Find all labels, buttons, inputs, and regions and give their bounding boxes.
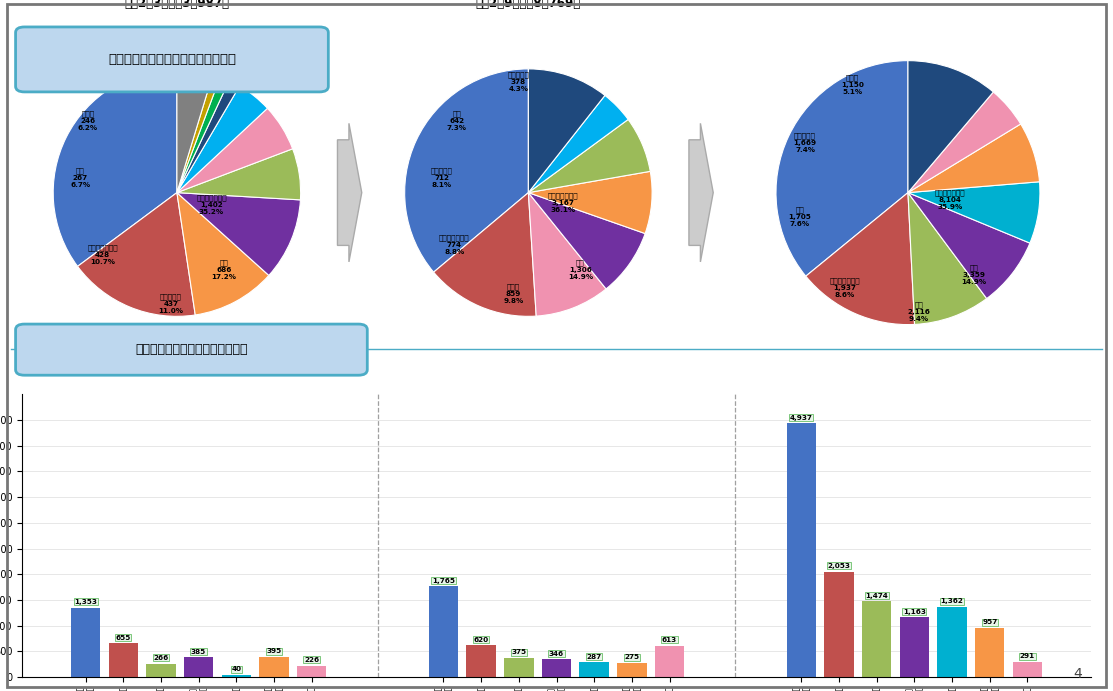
Wedge shape bbox=[177, 86, 267, 193]
Wedge shape bbox=[806, 193, 915, 325]
Wedge shape bbox=[908, 182, 1040, 243]
Bar bbox=[429, 587, 459, 677]
Wedge shape bbox=[405, 69, 529, 272]
Text: 電気・電子
378
4.3%: 電気・電子 378 4.3% bbox=[508, 71, 530, 92]
Text: 287: 287 bbox=[587, 654, 602, 660]
Text: 分野別特定技能在留外国人数の推移: 分野別特定技能在留外国人数の推移 bbox=[108, 53, 237, 66]
Wedge shape bbox=[529, 193, 607, 316]
Text: 分野別特定技能在留外国人増加数: 分野別特定技能在留外国人増加数 bbox=[135, 343, 248, 356]
Wedge shape bbox=[177, 74, 220, 193]
Text: 40: 40 bbox=[232, 666, 242, 672]
Bar bbox=[787, 424, 816, 677]
Title: 令和2年9月末：8，769人: 令和2年9月末：8，769人 bbox=[475, 0, 581, 10]
Wedge shape bbox=[776, 61, 908, 276]
Text: 農業
1,306
14.9%: 農業 1,306 14.9% bbox=[568, 259, 593, 280]
Bar bbox=[184, 657, 214, 677]
Text: 655: 655 bbox=[116, 635, 131, 641]
Text: 建設
267
6.7%: 建設 267 6.7% bbox=[70, 167, 90, 188]
Text: 産業機械製造業
1,937
8.6%: 産業機械製造業 1,937 8.6% bbox=[829, 277, 860, 298]
Bar bbox=[654, 645, 684, 677]
Text: 素形材産業
1,669
7.4%: 素形材産業 1,669 7.4% bbox=[794, 132, 817, 153]
Text: 産業機械製造業
428
10.7%: 産業機械製造業 428 10.7% bbox=[87, 244, 118, 265]
Wedge shape bbox=[177, 193, 301, 276]
Wedge shape bbox=[177, 80, 239, 193]
FancyArrow shape bbox=[337, 123, 362, 262]
Wedge shape bbox=[53, 69, 177, 266]
Title: 令和2年3月末：3，987人: 令和2年3月末：3，987人 bbox=[125, 0, 229, 10]
Text: 1,474: 1,474 bbox=[866, 593, 888, 598]
Text: 産業機械製造業
774
8.8%: 産業機械製造業 774 8.8% bbox=[439, 234, 470, 255]
Text: 外食業
246
6.2%: 外食業 246 6.2% bbox=[78, 111, 98, 131]
Text: 2,053: 2,053 bbox=[828, 563, 850, 569]
Wedge shape bbox=[908, 193, 1030, 299]
Text: 266: 266 bbox=[154, 655, 168, 661]
Text: 291: 291 bbox=[1020, 654, 1035, 659]
Text: 1,163: 1,163 bbox=[903, 609, 926, 614]
Text: 1,362: 1,362 bbox=[940, 598, 964, 605]
Text: 飲食料品製造業
8,104
35.9%: 飲食料品製造業 8,104 35.9% bbox=[935, 189, 965, 209]
Wedge shape bbox=[177, 69, 213, 193]
Text: 農業
3,359
14.9%: 農業 3,359 14.9% bbox=[962, 264, 986, 285]
Bar bbox=[542, 659, 571, 677]
Text: 素形材産業
712
8.1%: 素形材産業 712 8.1% bbox=[431, 167, 453, 188]
Text: 385: 385 bbox=[191, 649, 206, 654]
Wedge shape bbox=[78, 193, 195, 316]
Text: 1,765: 1,765 bbox=[432, 578, 455, 584]
Text: 4: 4 bbox=[1073, 667, 1082, 681]
Bar bbox=[504, 658, 533, 677]
Text: 620: 620 bbox=[473, 636, 489, 643]
Bar bbox=[108, 643, 138, 677]
Bar bbox=[863, 601, 892, 677]
Wedge shape bbox=[908, 124, 1040, 193]
Text: 1,353: 1,353 bbox=[75, 599, 97, 605]
Text: 226: 226 bbox=[304, 656, 319, 663]
Text: 275: 275 bbox=[624, 654, 640, 661]
Text: 外食業
859
9.8%: 外食業 859 9.8% bbox=[503, 284, 523, 304]
Text: 957: 957 bbox=[982, 619, 997, 625]
Text: 飲食料品製造業
3,167
36.1%: 飲食料品製造業 3,167 36.1% bbox=[548, 192, 579, 213]
Bar bbox=[259, 657, 288, 677]
Wedge shape bbox=[529, 120, 650, 193]
Text: 農業
686
17.2%: 農業 686 17.2% bbox=[211, 259, 236, 280]
Wedge shape bbox=[908, 92, 1021, 193]
Bar bbox=[146, 663, 176, 677]
Text: 建設
2,116
9.4%: 建設 2,116 9.4% bbox=[907, 301, 930, 322]
Wedge shape bbox=[908, 61, 993, 193]
Text: 介護
1,705
7.6%: 介護 1,705 7.6% bbox=[788, 206, 811, 227]
Wedge shape bbox=[908, 193, 987, 325]
Text: 613: 613 bbox=[662, 637, 677, 643]
Text: 375: 375 bbox=[511, 649, 526, 655]
Bar bbox=[825, 571, 854, 677]
Bar bbox=[297, 665, 326, 677]
Text: 外食業
1,150
5.1%: 外食業 1,150 5.1% bbox=[841, 74, 864, 95]
Wedge shape bbox=[529, 95, 628, 193]
Bar bbox=[1013, 662, 1042, 677]
Bar bbox=[71, 607, 100, 677]
FancyArrow shape bbox=[689, 123, 713, 262]
Text: 346: 346 bbox=[549, 651, 564, 656]
Text: 395: 395 bbox=[266, 648, 282, 654]
Bar bbox=[221, 675, 250, 677]
Wedge shape bbox=[177, 193, 269, 315]
Bar bbox=[899, 617, 929, 677]
Wedge shape bbox=[177, 149, 301, 200]
Wedge shape bbox=[529, 171, 652, 234]
Bar bbox=[937, 607, 967, 677]
Text: 飲食料品製造業
1,402
35.2%: 飲食料品製造業 1,402 35.2% bbox=[196, 195, 227, 216]
Text: 建設
642
7.3%: 建設 642 7.3% bbox=[446, 111, 466, 131]
Text: 素形材産業
437
11.0%: 素形材産業 437 11.0% bbox=[158, 294, 184, 314]
Bar bbox=[580, 663, 609, 677]
Text: 4,937: 4,937 bbox=[790, 415, 812, 421]
Wedge shape bbox=[529, 193, 646, 289]
Wedge shape bbox=[434, 193, 536, 316]
Wedge shape bbox=[177, 108, 293, 193]
Wedge shape bbox=[177, 77, 229, 193]
Text: 電気・電子
184
4.6%: 電気・電子 184 4.6% bbox=[127, 71, 148, 92]
Bar bbox=[618, 663, 647, 677]
Bar bbox=[466, 645, 495, 677]
Bar bbox=[975, 628, 1005, 677]
Wedge shape bbox=[529, 69, 605, 193]
